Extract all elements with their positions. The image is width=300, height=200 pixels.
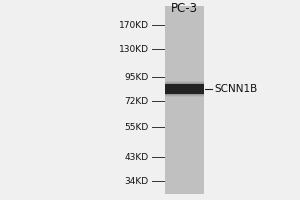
Bar xyxy=(165,82,204,96)
Text: SCNN1B: SCNN1B xyxy=(214,84,258,94)
Text: 170KD: 170KD xyxy=(118,21,148,29)
Bar xyxy=(165,6,204,194)
Text: PC-3: PC-3 xyxy=(171,2,198,16)
Text: 95KD: 95KD xyxy=(124,72,148,82)
Text: 43KD: 43KD xyxy=(124,152,148,162)
Bar xyxy=(165,81,204,97)
Bar xyxy=(165,84,204,94)
Bar xyxy=(165,83,204,95)
Text: 34KD: 34KD xyxy=(124,176,148,186)
Text: 130KD: 130KD xyxy=(118,45,148,53)
Text: 55KD: 55KD xyxy=(124,122,148,132)
Text: 72KD: 72KD xyxy=(124,97,148,106)
